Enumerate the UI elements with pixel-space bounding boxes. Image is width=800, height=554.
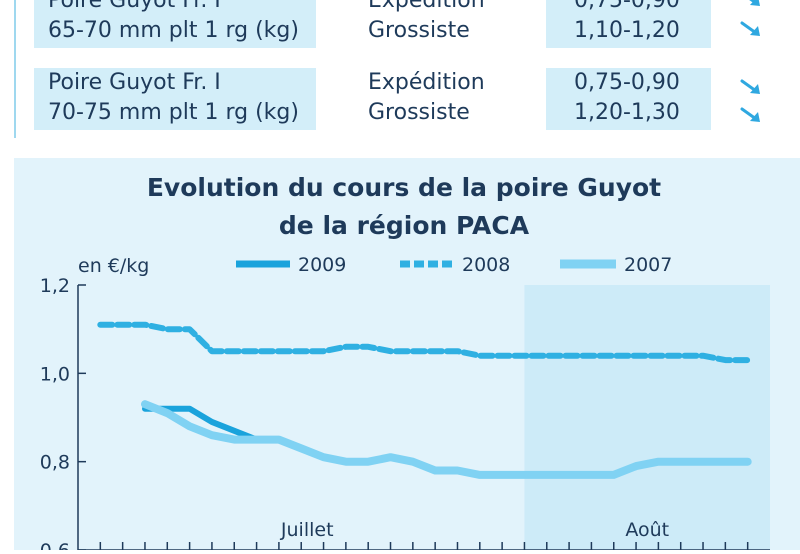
period-label: Août xyxy=(625,519,669,541)
price-expedition: 0,75-0,90 xyxy=(574,70,680,95)
market-expedition: Expédition xyxy=(368,70,485,95)
chart-panel: Evolution du cours de la poire Guyot de … xyxy=(14,158,800,554)
price-expedition: 0,75-0,90 xyxy=(574,0,680,13)
product-size: 70-75 mm plt 1 rg (kg) xyxy=(48,100,299,125)
price-cell: 0,75-0,90 1,20-1,30 xyxy=(546,68,711,130)
period-band-1 xyxy=(524,285,770,550)
product-name: Poire Guyot Fr. I xyxy=(48,70,221,95)
legend-label-2007: 2007 xyxy=(624,254,672,276)
market-cell: Expédition Grossiste xyxy=(316,68,546,130)
table-left-rule xyxy=(14,0,16,138)
market-expedition: Expédition xyxy=(368,0,485,13)
table-row: Poire Guyot Fr. I 65-70 mm plt 1 rg (kg)… xyxy=(34,0,764,48)
series-line-2008 xyxy=(97,321,751,364)
price-evolution-chart: Evolution du cours de la poire Guyot de … xyxy=(40,173,770,554)
chart-legend: 2009 2008 2007 xyxy=(236,254,672,276)
y-tick-label: 0,6 xyxy=(40,540,70,550)
product-size: 65-70 mm plt 1 rg (kg) xyxy=(48,18,299,43)
legend-label-2008: 2008 xyxy=(462,254,510,276)
y-tick-label: 0,8 xyxy=(40,452,70,474)
y-axis-unit-label: en €/kg xyxy=(78,255,149,277)
arrow-down-right-icon xyxy=(740,107,760,122)
series-line-2007 xyxy=(141,400,752,479)
arrow-down-right-icon xyxy=(740,79,760,94)
price-cell: 0,75-0,90 1,10-1,20 xyxy=(546,0,711,48)
legend-label-2009: 2009 xyxy=(298,254,346,276)
product-name: Poire Guyot Fr. I xyxy=(48,0,221,13)
market-grossiste: Grossiste xyxy=(368,100,470,125)
price-grossiste: 1,20-1,30 xyxy=(574,100,680,125)
product-cell: Poire Guyot Fr. I 65-70 mm plt 1 rg (kg) xyxy=(34,0,316,48)
y-tick-label: 1,2 xyxy=(40,275,70,297)
chart-title: Evolution du cours de la poire Guyot xyxy=(147,173,661,202)
chart-subtitle: de la région PACA xyxy=(279,211,530,240)
table-row: Poire Guyot Fr. I 70-75 mm plt 1 rg (kg)… xyxy=(34,68,764,130)
plot-area: Juillet Août 0,6 0,8 1,0 1,2 xyxy=(40,275,770,554)
arrow-down-right-icon xyxy=(740,21,760,36)
trend-cell xyxy=(711,0,764,48)
market-grossiste: Grossiste xyxy=(368,18,470,43)
trend-cell xyxy=(711,68,764,130)
price-table: Poire Guyot Fr. I 65-70 mm plt 1 rg (kg)… xyxy=(0,0,800,138)
market-cell: Expédition Grossiste xyxy=(316,0,546,48)
price-grossiste: 1,10-1,20 xyxy=(574,18,680,43)
y-tick-label: 1,0 xyxy=(40,363,70,385)
period-label: Juillet xyxy=(280,519,334,541)
arrow-down-right-icon xyxy=(749,0,760,6)
product-cell: Poire Guyot Fr. I 70-75 mm plt 1 rg (kg) xyxy=(34,68,316,130)
